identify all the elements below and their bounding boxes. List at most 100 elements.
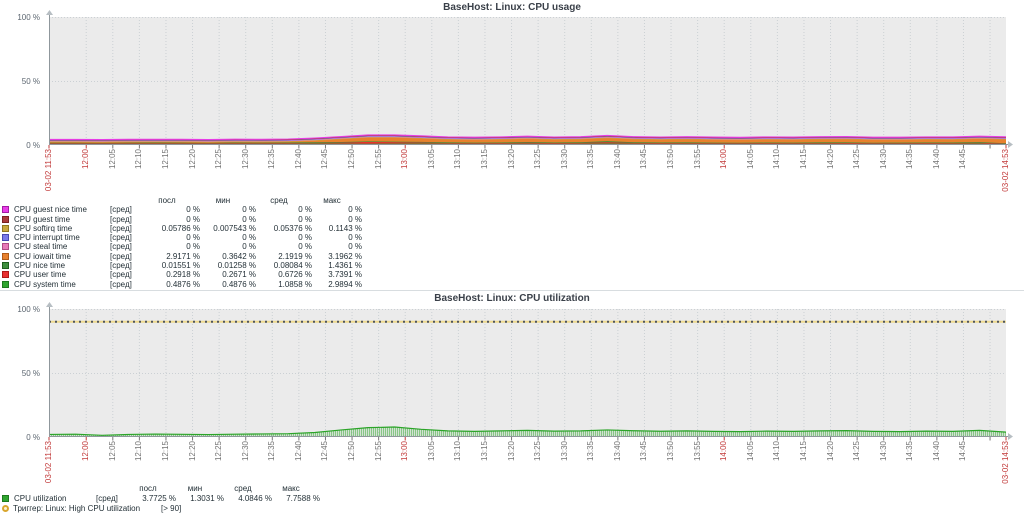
legend-max-value: 0 %	[348, 214, 362, 224]
legend-avg-value: 1.0858 %	[278, 279, 312, 289]
legend-calc-label: [сред]	[110, 242, 132, 252]
legend-last-value: 0 %	[186, 214, 200, 224]
x-axis-tick-label: 14:45	[958, 441, 968, 462]
legend-series-name: CPU system time	[14, 279, 76, 289]
legend-calc-label: [сред]	[110, 261, 132, 271]
series-color-icon	[2, 224, 9, 232]
legend-min-value: 1.3031 %	[190, 493, 224, 503]
cpu-usage-chart[interactable]: 03-02 11:53 12:00 12:05 12:10 12:15 12:20 12:2…	[44, 10, 1013, 192]
x-axis-tick-label: 14:35	[905, 149, 915, 170]
legend-min-value: 0.4876 %	[222, 279, 256, 289]
x-axis-tick-label: 12:25	[214, 441, 224, 462]
legend-chip-cell	[2, 252, 14, 261]
legend-column-header: сред	[234, 484, 252, 493]
x-axis-tick-label: 12:15	[160, 441, 170, 462]
legend-max-value: 0 %	[348, 233, 362, 243]
x-axis-tick-label: 12:00	[81, 149, 91, 170]
x-axis-tick-label: 13:20	[506, 149, 516, 170]
x-axis-tick-label: 12:55	[373, 149, 383, 170]
legend-series-name: CPU utilization	[14, 493, 67, 503]
x-axis-tick-label: 14:30	[878, 441, 888, 462]
trigger-legend-row: Триггер: Linux: High CPU utilization [> 9…	[2, 504, 320, 514]
x-axis-tick-label: 14:15	[798, 149, 808, 170]
trigger-name: Триггер: Linux: High CPU utilization	[13, 504, 141, 513]
x-axis-tick-label: 13:40	[612, 441, 622, 462]
x-axis-tick-label: 12:50	[347, 441, 357, 462]
x-axis-tick-label: 12:45	[320, 149, 330, 170]
legend-calc-label: [сред]	[110, 223, 132, 233]
legend-max-value: 7.7588 %	[286, 493, 320, 503]
x-axis-tick-label: 14:05	[745, 441, 755, 462]
legend-avg-value: 0 %	[298, 205, 312, 215]
legend-last-value: 3.7725 %	[142, 493, 176, 503]
x-axis-tick-label: 12:55	[373, 441, 383, 462]
x-axis-tick-label: 13:20	[506, 441, 516, 462]
x-axis-tick-label: 12:40	[293, 441, 303, 462]
y-axis-tick-label: 100 %	[17, 305, 40, 314]
legend-calc-label: [сред]	[96, 493, 118, 503]
y-axis-tick-label: 100 %	[17, 13, 40, 22]
legend-chip-cell	[2, 494, 14, 504]
legend-table: посл мин сред макс CPU utilization [сред] 3.77…	[2, 484, 320, 503]
legend-series-name: CPU interrupt time	[14, 233, 80, 243]
graph-title-cpu-usage: BaseHost: Linux: CPU usage	[443, 2, 581, 13]
x-axis-tick-label: 13:45	[639, 149, 649, 170]
legend-chip-cell	[2, 242, 14, 251]
legend-chip-cell	[2, 270, 14, 279]
legend-max-value: 2.9894 %	[328, 279, 362, 289]
x-axis-tick-label: 12:35	[267, 149, 277, 170]
cpu-utilization-legend: посл мин сред макс CPU utilization [сред] 3.77…	[2, 484, 320, 514]
trigger-threshold: [> 90]	[161, 504, 182, 513]
legend-max-value: 1.4361 %	[328, 261, 362, 271]
series-color-icon	[2, 206, 9, 214]
legend-column-header: сред	[270, 196, 288, 205]
cpu-utilization-chart[interactable]: 03-02 11:53 12:00 12:05 12:10 12:15 12:20 12:2…	[44, 302, 1013, 484]
legend-chip-cell	[2, 224, 14, 233]
legend-max-value: 0 %	[348, 242, 362, 252]
series-color-icon	[2, 271, 9, 279]
x-axis-tick-label: 13:25	[533, 149, 543, 170]
trigger-icon	[2, 505, 9, 513]
series-color-icon	[2, 234, 9, 242]
legend-avg-value: 0.6726 %	[278, 270, 312, 280]
legend-chip-cell	[2, 205, 14, 214]
legend-spacer	[110, 196, 144, 205]
x-axis-tick-label: 13:15	[479, 149, 489, 170]
legend-series-name: CPU guest time	[14, 214, 71, 224]
x-axis-tick-label: 14:10	[772, 441, 782, 462]
x-axis-tick-label: 14:25	[852, 441, 862, 462]
legend-avg-value: 2.1919 %	[278, 251, 312, 261]
x-axis-tick-label: 12:10	[134, 441, 144, 462]
series-color-icon	[2, 494, 9, 502]
x-axis-tick-label: 12:15	[160, 149, 170, 170]
legend-calc-label: [сред]	[110, 214, 132, 224]
x-axis-tick-label: 12:45	[320, 441, 330, 462]
legend-last-value: 0.01551 %	[161, 261, 200, 271]
x-axis-tick-label: 13:30	[559, 441, 569, 462]
x-axis-tick-label: 12:30	[240, 441, 250, 462]
x-axis-tick-label: 13:45	[639, 441, 649, 462]
legend-spacer	[14, 196, 110, 205]
cpu-usage-legend: посл мин сред макс CPU guest nice time [сред]…	[2, 196, 362, 289]
legend-spacer	[14, 484, 96, 494]
legend-series-name: CPU user time	[14, 270, 67, 280]
legend-column-header: мин	[215, 196, 231, 205]
x-axis-tick-label: 13:40	[612, 149, 622, 170]
graph-widget-cpu-usage: BaseHost: Linux: CPU usage 100 % 50 % 0 % …	[2, 2, 1013, 289]
x-axis-tick-label: 13:50	[666, 441, 676, 462]
legend-column-header: макс	[323, 196, 341, 205]
y-axis-tick-label: 0 %	[26, 433, 40, 442]
legend-chip-cell	[2, 280, 14, 289]
x-axis-tick-label: 12:50	[347, 149, 357, 170]
x-axis-tick-label: 12:10	[134, 149, 144, 170]
x-axis-tick-label: 14:00	[719, 441, 729, 462]
series-color-icon	[2, 243, 9, 251]
series-color-icon	[2, 215, 9, 223]
x-axis-tick-label: 13:35	[586, 149, 596, 170]
x-axis-tick-label: 03-02 11:53	[44, 441, 53, 484]
x-axis-tick-label: 13:00	[400, 149, 410, 170]
x-axis-tick-label: 14:30	[878, 149, 888, 170]
legend-min-value: 0 %	[242, 214, 256, 224]
legend-max-value: 0 %	[348, 205, 362, 215]
x-axis-tick-label: 13:00	[400, 441, 410, 462]
